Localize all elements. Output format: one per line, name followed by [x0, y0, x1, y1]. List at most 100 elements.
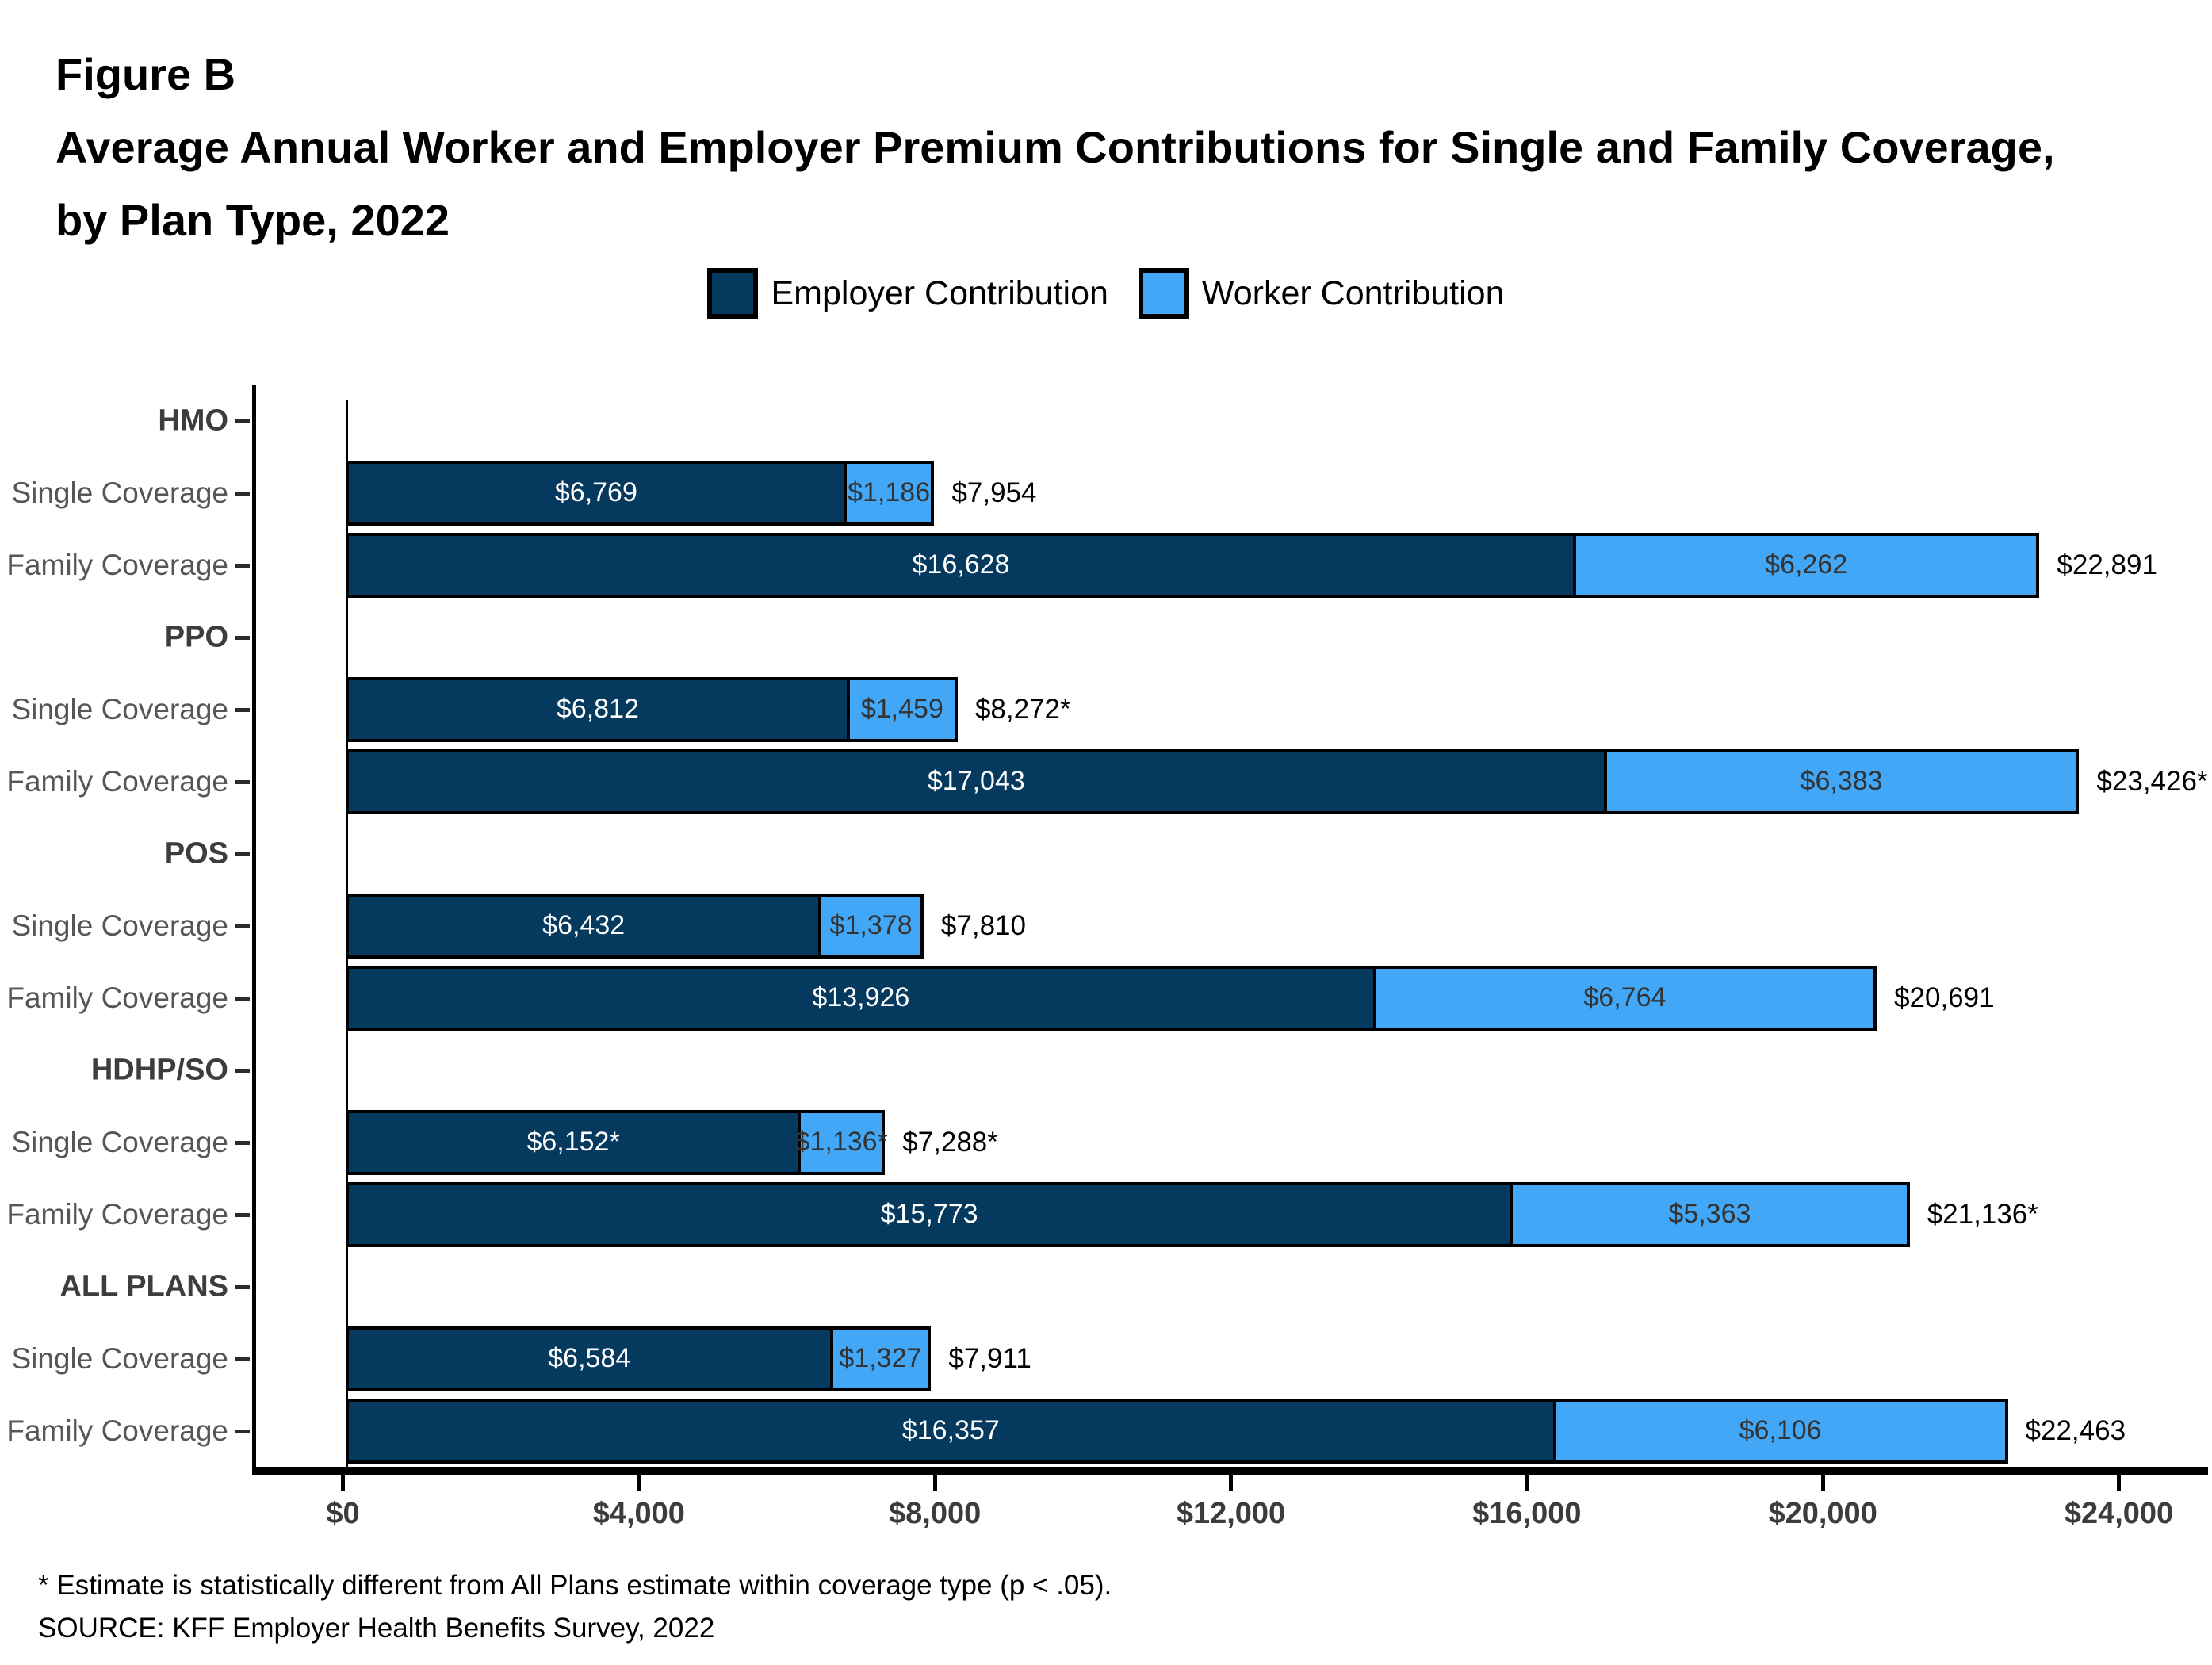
worker-value-label: $1,327	[839, 1343, 922, 1373]
y-axis-tick	[235, 419, 250, 423]
y-axis-tick	[235, 563, 250, 568]
x-axis-tick-label: $16,000	[1472, 1497, 1582, 1530]
coverage-row-label: Family Coverage	[6, 981, 228, 1014]
coverage-row-label: Single Coverage	[11, 1125, 228, 1158]
worker-value-label: $5,363	[1668, 1199, 1751, 1229]
employer-value-label: $6,584	[548, 1343, 631, 1373]
worker-contribution-legend-label: Worker Contribution	[1201, 274, 1505, 312]
plan-group-label: HMO	[158, 404, 228, 437]
worker-value-label: $1,378	[829, 910, 913, 940]
bar-segment-employer: $17,043	[346, 748, 1607, 814]
y-axis-tick	[235, 852, 250, 856]
x-axis-tick	[1525, 1475, 1529, 1491]
bar-segment-employer: $15,773	[346, 1181, 1514, 1247]
bar-segment-worker: $1,327	[829, 1326, 932, 1391]
employer-value-label: $16,628	[912, 549, 1010, 580]
x-axis: $0 $4,000 $8,000 $12,000 $16,000 $20,000 $24,0…	[252, 1475, 2204, 1546]
coverage-row-label: Family Coverage	[6, 764, 228, 798]
employer-value-label: $17,043	[927, 766, 1025, 796]
bar-segment-worker: $6,106	[1552, 1398, 2008, 1464]
bar-segment-worker: $1,459	[846, 676, 958, 742]
total-value-label: $7,954	[951, 477, 1037, 508]
total-value-label: $7,911	[948, 1342, 1031, 1374]
worker-value-label: $6,262	[1765, 549, 1848, 580]
bar-segment-employer: $6,584	[346, 1326, 833, 1391]
legend: Employer Contribution Worker Contributio…	[0, 268, 2212, 319]
total-value-label: $23,426*	[2096, 765, 2208, 797]
stacked-bar: $16,357 $6,106	[346, 1398, 2008, 1464]
coverage-row-label: Family Coverage	[6, 1414, 228, 1447]
coverage-row-label: Single Coverage	[11, 909, 228, 942]
x-axis-tick	[932, 1475, 937, 1491]
x-axis-tick-label: $8,000	[889, 1497, 982, 1530]
stacked-bar: $6,769 $1,186	[346, 460, 935, 526]
total-value-label: $22,463	[2025, 1414, 2126, 1446]
total-value-label: $7,288*	[902, 1126, 998, 1158]
bar-segment-worker: $5,363	[1510, 1181, 1910, 1247]
employer-value-label: $6,769	[554, 477, 637, 507]
y-axis-tick	[235, 635, 250, 640]
coverage-row-label: Family Coverage	[6, 1197, 228, 1231]
chart-title-line1: Average Annual Worker and Employer Premi…	[55, 122, 2055, 172]
x-axis-tick	[341, 1475, 345, 1491]
total-value-label: $22,891	[2057, 549, 2157, 580]
bar-segment-worker: $1,136*	[794, 1109, 888, 1175]
bar-segment-employer: $6,152*	[346, 1109, 802, 1175]
coverage-row-label: Single Coverage	[11, 692, 228, 725]
x-axis-tick	[637, 1475, 641, 1491]
x-axis-tick	[1820, 1475, 1825, 1491]
stacked-bar: $16,628 $6,262	[346, 532, 2040, 598]
employer-value-label: $15,773	[880, 1199, 978, 1229]
stacked-bar: $13,926 $6,764	[346, 965, 1877, 1031]
worker-value-label: $1,136*	[794, 1127, 888, 1157]
x-axis-tick	[1229, 1475, 1233, 1491]
employer-value-label: $6,152*	[526, 1127, 620, 1157]
x-axis-tick-label: $24,000	[2064, 1497, 2174, 1530]
plot-area: $6,769 $1,186 $7,954 $16,628 $6,262 $22,891 $6…	[252, 385, 2208, 1475]
x-axis-tick-label: $4,000	[592, 1497, 685, 1530]
employer-value-label: $6,812	[556, 694, 639, 724]
bar-segment-employer: $6,812	[346, 676, 850, 742]
stacked-bar: $6,812 $1,459	[346, 676, 958, 742]
y-axis-tick	[235, 1140, 250, 1145]
worker-contribution-swatch	[1138, 268, 1189, 319]
total-value-label: $21,136*	[1927, 1198, 2038, 1230]
figure-label: Figure B	[55, 49, 236, 99]
stacked-bar: $6,584 $1,327	[346, 1326, 932, 1391]
bars-container: $6,769 $1,186 $7,954 $16,628 $6,262 $22,891 $6…	[256, 385, 2208, 1467]
worker-value-label: $6,764	[1583, 982, 1667, 1012]
stacked-bar: $6,432 $1,378	[346, 893, 924, 959]
plan-group-label: ALL PLANS	[59, 1269, 228, 1303]
plan-group-label: HDHP/SO	[90, 1053, 228, 1086]
coverage-row-label: Family Coverage	[6, 548, 228, 581]
employer-value-label: $6,432	[542, 910, 626, 940]
footnote-significance: * Estimate is statistically different fr…	[38, 1570, 1112, 1601]
worker-value-label: $6,383	[1800, 766, 1883, 796]
bar-segment-employer: $16,357	[346, 1398, 1556, 1464]
y-axis-tick	[235, 779, 250, 784]
worker-value-label: $1,459	[860, 694, 943, 724]
y-axis-tick	[235, 707, 250, 712]
bar-segment-employer: $13,926	[346, 965, 1376, 1031]
bar-segment-employer: $6,769	[346, 460, 847, 526]
x-axis-tick-label: $12,000	[1176, 1497, 1286, 1530]
x-axis-tick-label: $0	[326, 1497, 360, 1530]
employer-contribution-legend-label: Employer Contribution	[771, 274, 1108, 312]
total-value-label: $7,810	[940, 909, 1026, 941]
employer-value-label: $13,926	[812, 982, 910, 1012]
bar-segment-worker: $6,383	[1603, 748, 2080, 814]
y-axis-labels: HMO Single Coverage Family Coverage PPO Sing…	[0, 385, 252, 1467]
total-value-label: $8,272*	[974, 693, 1071, 725]
y-axis-tick	[235, 996, 250, 1001]
coverage-row-label: Single Coverage	[11, 1342, 228, 1375]
x-axis-tick	[2117, 1475, 2121, 1491]
stacked-bar: $17,043 $6,383	[346, 748, 2080, 814]
stacked-bar: $15,773 $5,363	[346, 1181, 1910, 1247]
plan-group-label: POS	[164, 836, 228, 870]
worker-value-label: $1,186	[848, 477, 931, 507]
bar-segment-worker: $1,378	[818, 893, 924, 959]
total-value-label: $20,691	[1894, 982, 1995, 1013]
y-axis-tick	[235, 924, 250, 928]
y-axis-tick	[235, 1068, 250, 1073]
